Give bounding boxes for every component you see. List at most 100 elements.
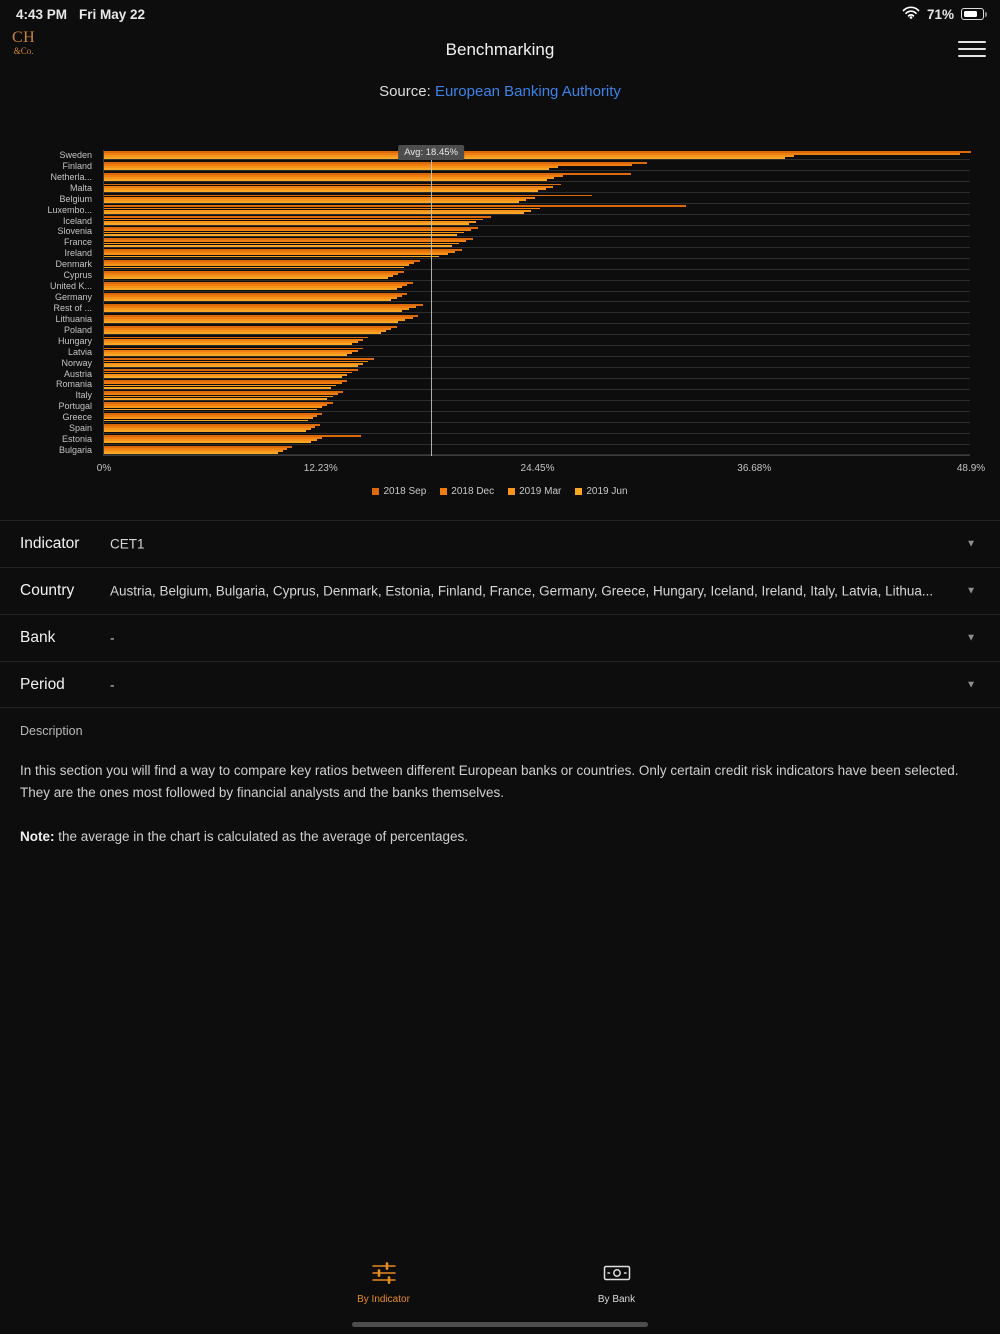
y-axis-label: Malta [69,182,92,193]
grid-line [104,159,970,161]
battery-icon [961,8,987,20]
indicator-dropdown[interactable]: Indicator CET1 ▼ [0,520,1000,567]
chart-bar [104,360,369,363]
chart-bar [104,200,519,203]
grid-line [104,181,970,183]
note-label: Note: [20,829,55,845]
bank-label: Bank [20,629,56,646]
country-dropdown[interactable]: Country Austria, Belgium, Bulgaria, Cypr… [0,567,1000,614]
x-axis-label: 48.9% [956,463,986,474]
grid-line [104,214,970,216]
chart-bar [104,161,647,164]
chart-bar [104,358,374,361]
grid-line [104,192,970,194]
chart-bar [104,251,456,254]
y-axis-label: Belgium [59,193,92,204]
x-axis-label: 12.23% [303,463,338,474]
chart-bar [104,299,392,302]
chart-bar [104,190,539,192]
chart-bar [104,187,546,190]
chart-bar [104,185,553,188]
legend-item: 2018 Sep [372,486,426,497]
chart-bar [104,406,323,409]
chart-bar [104,371,353,374]
chart-bar [104,205,686,208]
y-axis-label: France [63,237,92,248]
y-axis-label: Cyprus [63,270,92,281]
chart-bar [104,310,402,313]
tab-by-bank[interactable]: By Bank [577,1262,657,1314]
clock-time: 4:43 PM [16,6,68,22]
chart-bar [104,395,333,398]
bottom-tab-bar: By Indicator By Bank [0,1262,1000,1314]
y-axis-label: Iceland [62,215,92,226]
chart-bar [104,286,402,289]
country-label: Country [20,582,75,599]
chart-bar [104,439,317,442]
chart-bar [104,362,363,365]
country-value: Austria, Belgium, Bulgaria, Cyprus, Denm… [110,583,934,599]
chart-bar [104,168,549,171]
period-dropdown[interactable]: Period - ▼ [0,661,1000,708]
chevron-down-icon[interactable]: ▼ [966,538,976,550]
chart-bar [104,404,328,407]
chart-bar [104,325,397,328]
chart-bar [104,271,404,273]
chart-bar [104,353,347,356]
chart-bar [104,260,420,262]
page-title: Benchmarking [445,40,555,59]
chart-legend: 2018 Sep 2018 Dec 2019 Mar 2019 Jun [0,486,1000,497]
x-axis-label: 0% [96,463,112,474]
chart-bar [104,319,406,321]
bank-dropdown[interactable]: Bank - ▼ [0,614,1000,661]
chart-bar [104,281,413,284]
chart-bar [104,172,631,175]
banknote-icon [603,1262,631,1289]
chart-bar [104,445,292,448]
chevron-down-icon[interactable]: ▼ [966,632,976,644]
chart-bar [104,163,633,166]
grid-line [104,421,970,423]
bank-value: - [110,630,115,646]
chart-bar [104,413,323,415]
indicator-label: Indicator [20,535,80,552]
grid-line [104,432,970,434]
y-axis-label: Netherla... [50,171,92,182]
grid-line [104,301,970,303]
y-axis-label: Latvia [67,346,92,357]
chart-bar [104,295,402,297]
y-axis-label: Luxembo... [47,204,92,215]
chart-bar [104,262,415,265]
y-axis-label: Hungary [57,335,92,346]
home-indicator[interactable] [352,1322,648,1327]
chart-bar [104,218,484,221]
chart-bar [104,338,363,341]
chart-bar [104,349,358,352]
grid-line [104,410,970,412]
chart-bar [104,264,409,267]
hamburger-menu-icon[interactable] [958,41,986,57]
chart-bar [104,340,358,343]
battery-percent: 71% [926,6,954,22]
chart-bar [104,343,353,345]
chart-bar [104,249,463,251]
chart-bar [104,233,457,236]
y-axis-label: Denmark [55,259,92,270]
source-line: Source: European Banking Authority [0,83,1000,100]
chart-bar [104,255,440,258]
tab-by-indicator[interactable]: By Indicator [344,1262,424,1314]
y-axis-label: Bulgaria [58,445,92,456]
chart-bar [104,426,315,428]
chart-bar [104,448,287,450]
chevron-down-icon[interactable]: ▼ [966,585,976,597]
chart-bar [104,176,555,179]
chevron-down-icon[interactable]: ▼ [966,679,976,690]
chart-bar [104,332,381,334]
sliders-icon [371,1262,397,1289]
grid-line [104,224,970,226]
y-axis-label: Finland [62,160,92,171]
chart-bar [104,297,397,299]
chart-bar [104,373,347,376]
grid-line [104,323,970,325]
source-link[interactable]: European Banking Authority [434,83,621,100]
